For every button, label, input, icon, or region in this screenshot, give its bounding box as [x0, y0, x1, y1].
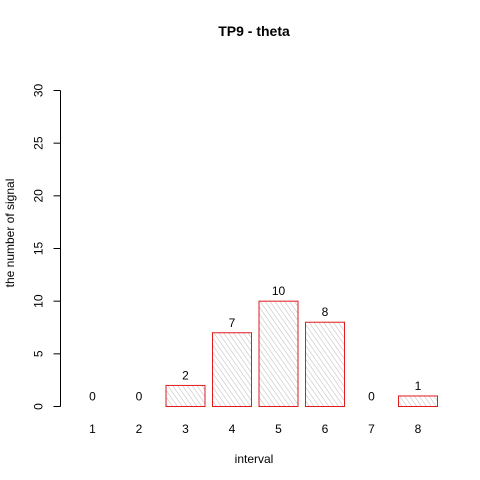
y-axis-label: the number of signal [3, 179, 17, 288]
data-label-2: 0 [136, 390, 143, 404]
y-tick-label: 5 [32, 350, 46, 357]
x-tick-label-4: 4 [229, 422, 236, 436]
chart-title: TP9 - theta [218, 23, 290, 39]
bar-4 [212, 332, 252, 407]
x-tick-label-3: 3 [182, 422, 189, 436]
x-tick-label-8: 8 [415, 422, 422, 436]
y-tick-label: 0 [32, 403, 46, 410]
y-tick-label: 30 [32, 84, 46, 98]
x-tick-label-2: 2 [136, 422, 143, 436]
bar-series [165, 300, 438, 408]
y-tick-label: 25 [32, 136, 46, 150]
bar-6 [305, 321, 345, 408]
data-labels: 0 0 2 7 10 8 0 1 [89, 284, 422, 403]
bar-3 [165, 384, 206, 407]
y-tick-label: 10 [32, 294, 46, 308]
y-axis: 0 5 10 15 20 25 30 [32, 84, 61, 410]
x-tick-label-1: 1 [89, 422, 96, 436]
bar-8 [398, 395, 438, 408]
data-label-1: 0 [89, 390, 96, 404]
x-tick-labels: 1 2 3 4 5 6 7 8 [89, 422, 422, 436]
bar-5 [258, 300, 299, 407]
x-axis-label: interval [235, 452, 274, 466]
data-label-7: 0 [368, 390, 375, 404]
data-label-3: 2 [182, 368, 189, 382]
data-label-6: 8 [322, 305, 329, 319]
data-label-4: 7 [229, 316, 236, 330]
x-tick-label-7: 7 [368, 422, 375, 436]
y-tick-label: 15 [32, 242, 46, 256]
x-tick-label-5: 5 [275, 422, 282, 436]
x-tick-label-6: 6 [322, 422, 329, 436]
y-tick-label: 20 [32, 189, 46, 203]
data-label-5: 10 [272, 284, 286, 298]
data-label-8: 1 [415, 379, 422, 393]
